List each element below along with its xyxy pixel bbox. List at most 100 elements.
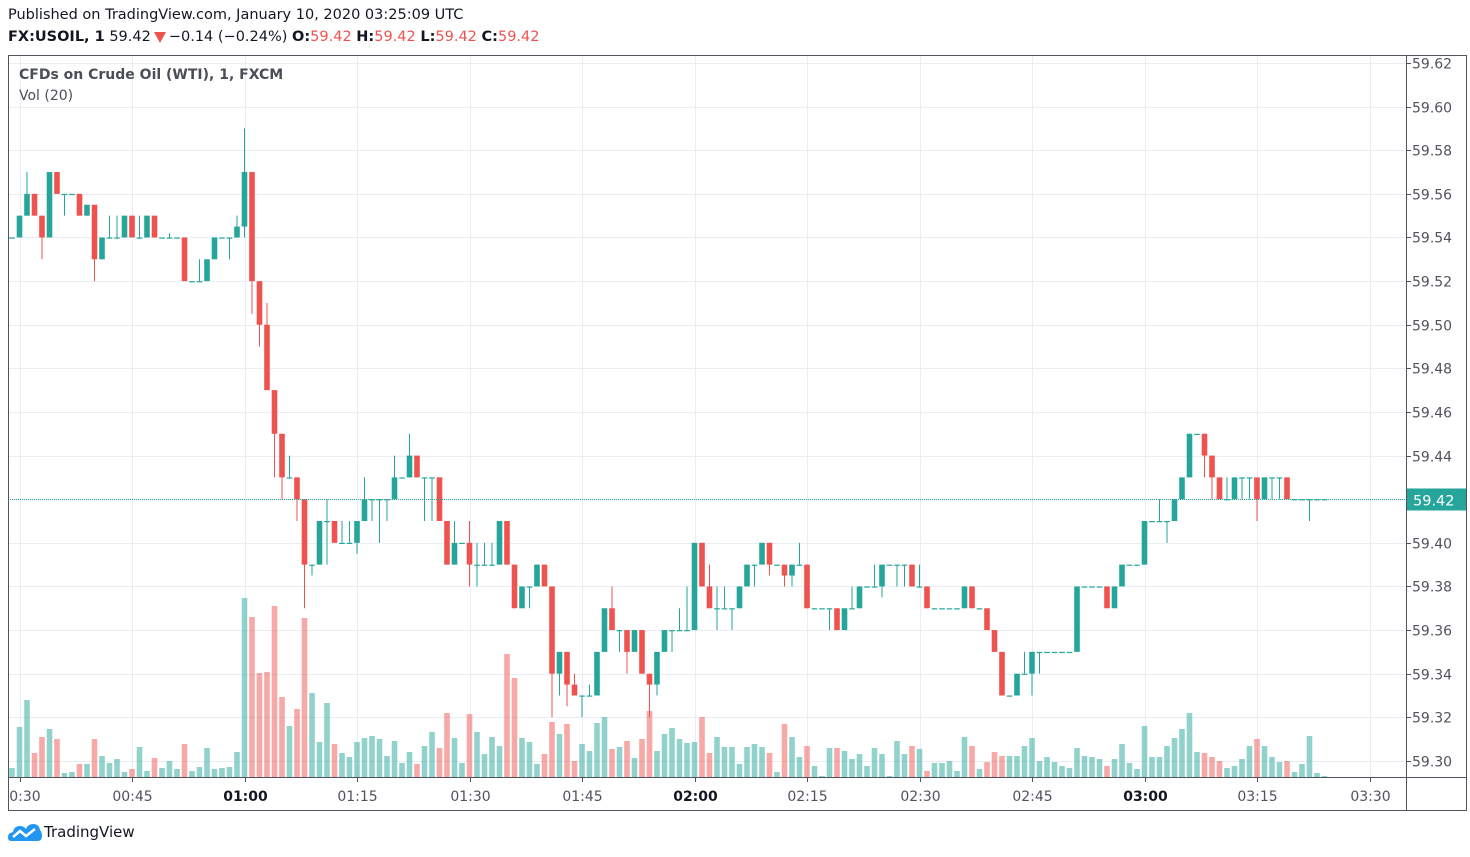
candle <box>1006 695 1013 697</box>
volume-bar <box>549 722 555 777</box>
candle-body <box>316 521 323 565</box>
volume-bar <box>1134 769 1140 777</box>
candle <box>774 564 780 566</box>
candle-body <box>909 564 915 587</box>
volume-bar <box>976 769 983 777</box>
candle <box>849 586 855 610</box>
volume-bar <box>354 742 360 777</box>
candle <box>616 630 623 652</box>
candle-body <box>1104 586 1110 609</box>
price-tick-label: 59.54 <box>1412 231 1452 247</box>
volume-bar <box>886 776 893 777</box>
candle-body <box>264 324 270 391</box>
volume-bar <box>106 763 113 777</box>
time-tick-label: 01:45 <box>562 789 602 805</box>
candle-body <box>496 521 503 565</box>
candle-body <box>286 477 293 479</box>
volume-bar <box>871 748 878 777</box>
candle-body <box>114 237 120 239</box>
volume-bar <box>1126 763 1133 777</box>
price-tick-label: 59.38 <box>1412 580 1452 596</box>
candle-body <box>834 608 840 631</box>
candle-body <box>219 237 225 239</box>
series-title: CFDs on Crude Oil (WTI), 1, FXCM <box>19 67 284 83</box>
volume-bar <box>1096 759 1103 777</box>
volume-bar <box>631 758 638 777</box>
candle <box>594 651 600 696</box>
candle-body <box>841 608 848 631</box>
candle-body <box>954 608 960 610</box>
volume-bar <box>586 751 593 777</box>
candle-body <box>549 586 555 674</box>
candle-body <box>519 586 525 609</box>
candle-body <box>481 564 488 566</box>
candle-body <box>579 695 585 697</box>
volume-bar <box>984 762 990 777</box>
candle-body <box>849 608 855 610</box>
candle <box>279 433 285 500</box>
candle-body <box>1119 564 1125 587</box>
volume-bar <box>991 752 998 777</box>
volume-bar <box>384 756 390 777</box>
candle-body <box>744 564 750 587</box>
volume-bar <box>729 747 735 777</box>
volume-bar <box>564 724 570 777</box>
volume-bar <box>1231 766 1238 777</box>
volume-bar <box>699 717 705 777</box>
candle <box>676 608 683 632</box>
volume-bar <box>759 747 765 777</box>
candle-body <box>181 237 188 282</box>
candle-body <box>706 586 713 609</box>
candle <box>856 586 863 609</box>
candle <box>391 455 398 500</box>
candle-body <box>511 564 518 609</box>
candle <box>496 521 503 565</box>
candle <box>706 564 713 609</box>
candle-body <box>984 608 990 631</box>
candle-body <box>1059 651 1065 654</box>
price-tick-label: 59.40 <box>1412 537 1452 553</box>
candle <box>459 542 465 545</box>
volume-bar <box>811 766 818 777</box>
volume-bar <box>1224 768 1230 777</box>
axes: 59.62 59.60 59.58 59.56 59.54 59.52 59.50 59.48… <box>8 55 1467 811</box>
candle <box>646 673 653 718</box>
time-tick-label: 02:30 <box>900 789 940 805</box>
volume-bar <box>1186 713 1193 777</box>
candle-body <box>391 477 398 500</box>
volume-bar <box>894 741 900 777</box>
candle-body <box>421 477 428 479</box>
candle <box>894 564 900 587</box>
volume-bar <box>781 724 788 777</box>
candle-body <box>669 630 675 632</box>
candle-body <box>1126 564 1133 566</box>
candle <box>1036 651 1043 674</box>
volume-bar <box>76 764 83 777</box>
volume-bar <box>841 751 848 777</box>
candle-body <box>991 630 998 652</box>
candle-body <box>609 608 615 631</box>
volume-indicator-label[interactable]: Vol (20) <box>19 88 74 104</box>
volume-bar <box>241 598 248 777</box>
candle-body <box>489 564 495 566</box>
candle <box>226 237 233 260</box>
tradingview-footer[interactable]: TradingView <box>8 822 135 842</box>
candle <box>1284 477 1290 500</box>
candle-body <box>999 651 1005 696</box>
candle <box>481 542 488 566</box>
volume-bar <box>99 756 105 777</box>
candle <box>286 455 293 479</box>
candle-body <box>99 237 105 260</box>
volume-bar <box>961 737 968 777</box>
volume-bar <box>9 768 15 777</box>
volume-bar <box>946 761 953 777</box>
candle-body <box>1164 521 1170 523</box>
candle-body <box>976 608 983 610</box>
volume-bar <box>121 772 128 777</box>
candle <box>984 608 990 631</box>
candle <box>601 608 608 652</box>
price-tick-label: 59.50 <box>1412 319 1452 335</box>
candle <box>1194 433 1200 435</box>
volume-bar <box>969 746 975 777</box>
